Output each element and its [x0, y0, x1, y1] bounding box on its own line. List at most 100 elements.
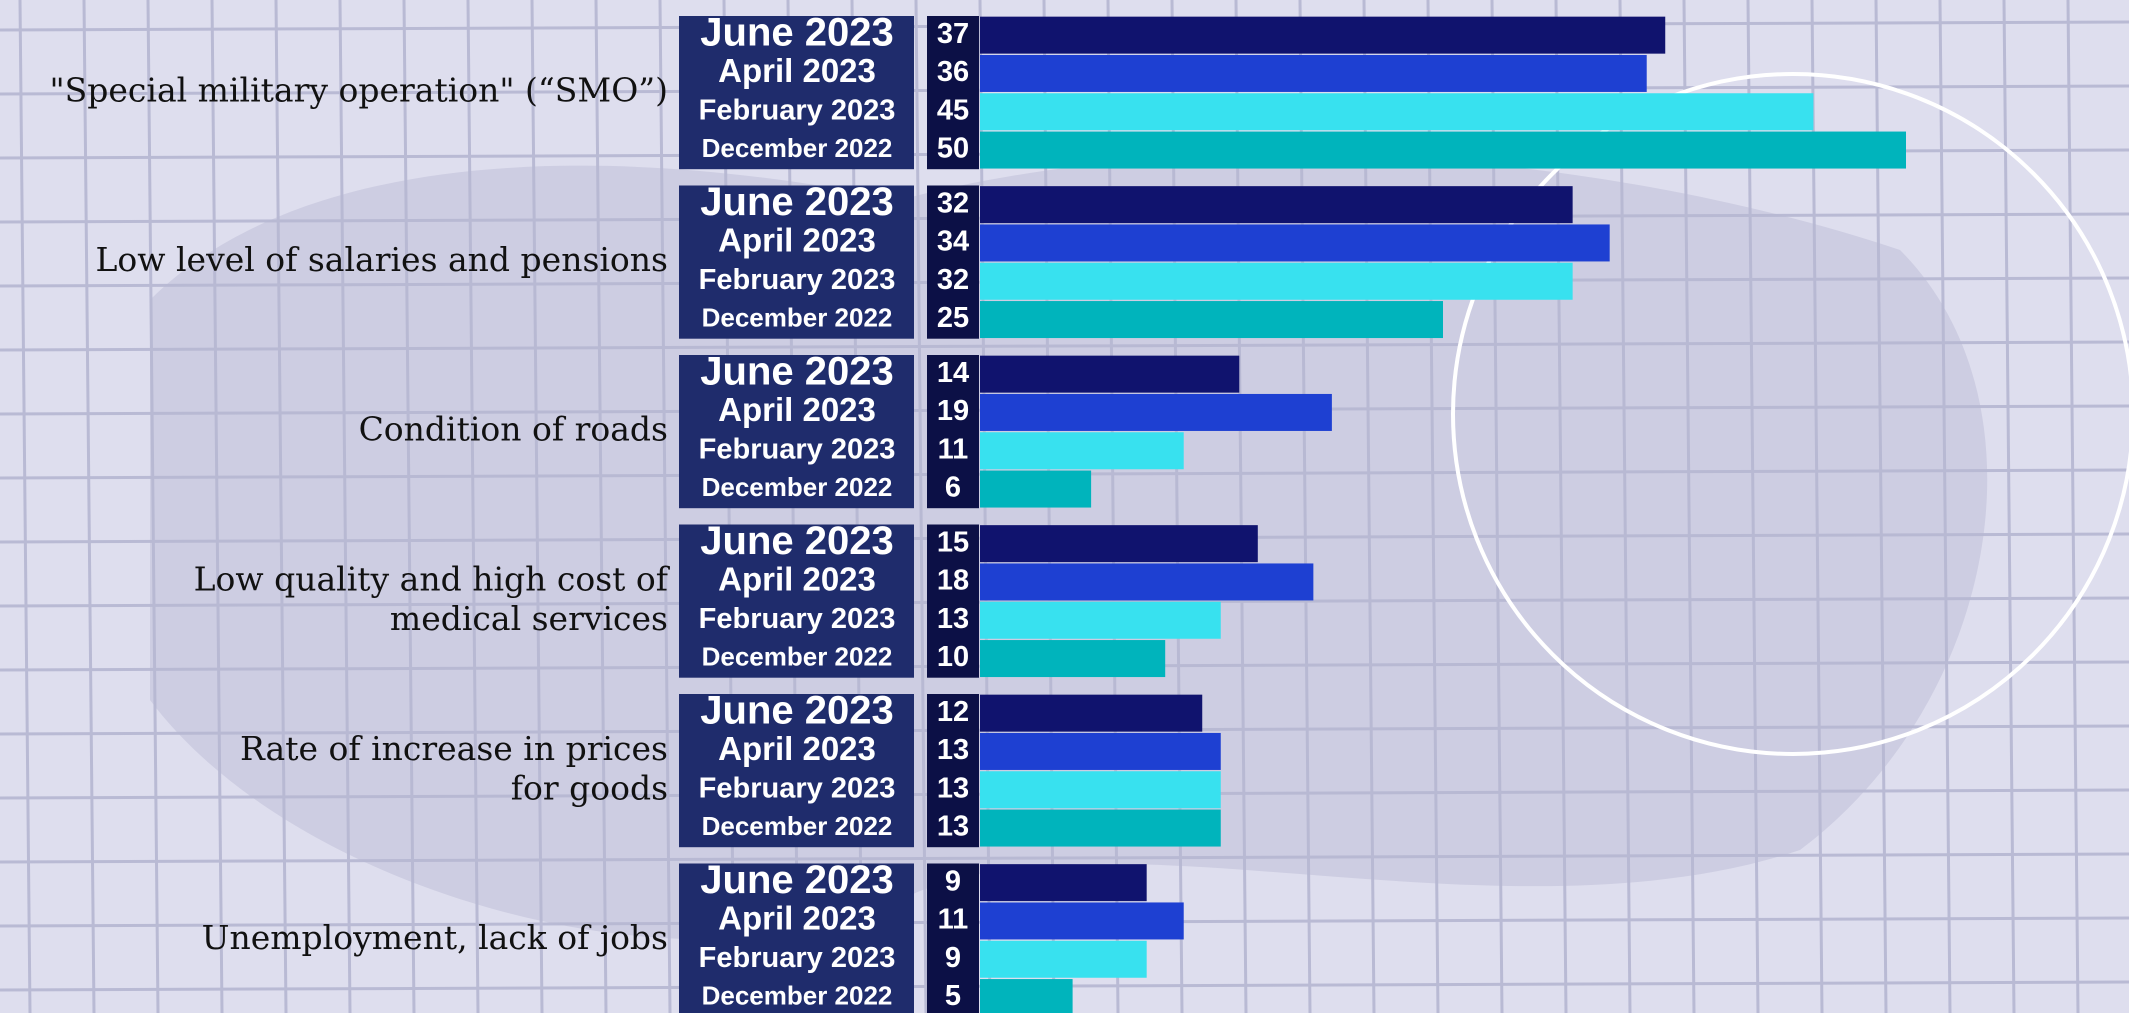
date-box	[679, 863, 914, 1013]
value-label: 13	[937, 734, 969, 766]
series-label: February 2023	[699, 94, 896, 126]
date-box	[679, 185, 914, 339]
category-label: Low quality and high cost of medical serv…	[194, 559, 671, 638]
bar	[980, 262, 1573, 300]
value-label: 45	[937, 94, 969, 126]
value-label: 6	[945, 472, 961, 504]
bar	[980, 224, 1610, 262]
date-box	[679, 694, 914, 848]
bar	[980, 93, 1814, 131]
value-label: 36	[937, 56, 969, 88]
grid-line-decor	[146, 0, 160, 1013]
value-label: 19	[937, 395, 969, 427]
value-label: 11	[938, 433, 969, 465]
category-label: "Special military operation" (“SMO”)	[49, 71, 668, 110]
bar	[980, 640, 1166, 678]
bar	[980, 54, 1647, 92]
category-label: Rate of increase in prices for goods	[240, 729, 668, 808]
series-label: June 2023	[700, 519, 893, 563]
grid-line-decor	[0, 340, 2129, 352]
grid-line-decor	[274, 0, 288, 1013]
value-label: 9	[945, 865, 961, 897]
grid-line-decor	[1298, 0, 1312, 1013]
series-label: June 2023	[700, 180, 893, 224]
series-label: April 2023	[718, 391, 876, 428]
grid-line-decor	[1682, 0, 1696, 1013]
plot: "Special military operation" (“SMO”) June…	[49, 11, 1906, 1013]
bar	[980, 940, 1147, 978]
grid-line-decor	[466, 0, 480, 1013]
grid-line-decor	[1362, 0, 1376, 1013]
date-box	[679, 355, 914, 509]
value-label: 37	[937, 18, 969, 50]
series-label: February 2023	[699, 942, 896, 974]
value-label: 50	[937, 133, 969, 165]
grid-line-decor	[1618, 0, 1632, 1013]
date-box	[679, 16, 914, 170]
grid-line-decor	[402, 0, 416, 1013]
series-label: April 2023	[718, 561, 876, 598]
value-label: 18	[937, 565, 969, 597]
bar	[980, 525, 1258, 563]
grid-line-decor	[530, 0, 544, 1013]
value-box	[927, 185, 979, 339]
bar	[980, 432, 1184, 470]
series-label: February 2023	[699, 433, 896, 465]
series-label: April 2023	[718, 222, 876, 259]
bar	[980, 393, 1332, 431]
bar	[980, 864, 1147, 902]
bar	[980, 809, 1221, 847]
series-label: June 2023	[700, 689, 893, 733]
series-label: December 2022	[702, 472, 893, 502]
value-label: 25	[937, 302, 969, 334]
bar	[980, 732, 1221, 770]
grid-line-decor	[1234, 0, 1248, 1013]
value-label: 32	[937, 187, 969, 219]
grid-line-decor	[338, 0, 352, 1013]
value-label: 13	[937, 811, 969, 843]
grid-line-decor	[914, 0, 928, 1013]
series-label: February 2023	[699, 772, 896, 804]
series-label: February 2023	[699, 264, 896, 296]
series-label: December 2022	[702, 133, 893, 163]
bar	[980, 601, 1221, 639]
bar	[980, 355, 1240, 393]
value-box	[927, 524, 979, 678]
bar	[980, 301, 1443, 339]
grid-line-decor	[1746, 0, 1760, 1013]
bar	[980, 694, 1203, 732]
grid-line-decor	[18, 0, 32, 1013]
grid-line-decor	[1810, 0, 1824, 1013]
bar	[980, 902, 1184, 940]
value-label: 34	[937, 226, 969, 258]
value-box	[927, 863, 979, 1013]
emblem-circle	[1451, 72, 2129, 756]
grid-line-decor	[2066, 0, 2080, 1013]
grid-line-decor	[594, 0, 608, 1013]
value-label: 10	[937, 641, 969, 673]
value-box	[927, 694, 979, 848]
bar	[980, 563, 1314, 601]
series-label: April 2023	[718, 730, 876, 767]
bar	[980, 771, 1221, 809]
series-label: April 2023	[718, 900, 876, 937]
bar	[980, 979, 1073, 1013]
series-label: April 2023	[718, 52, 876, 89]
bar	[980, 186, 1573, 224]
value-label: 9	[945, 942, 961, 974]
value-box	[927, 16, 979, 170]
series-label: December 2022	[702, 302, 893, 332]
value-label: 11	[938, 904, 969, 936]
bar	[980, 131, 1906, 169]
value-label: 13	[937, 772, 969, 804]
grid-line-decor	[210, 0, 224, 1013]
date-box	[679, 524, 914, 678]
series-label: June 2023	[700, 11, 893, 55]
value-box	[927, 355, 979, 509]
series-label: December 2022	[702, 641, 893, 671]
value-label: 5	[945, 980, 961, 1012]
series-label: June 2023	[700, 350, 893, 394]
bar	[980, 470, 1092, 508]
grid-line-decor	[1426, 0, 1440, 1013]
